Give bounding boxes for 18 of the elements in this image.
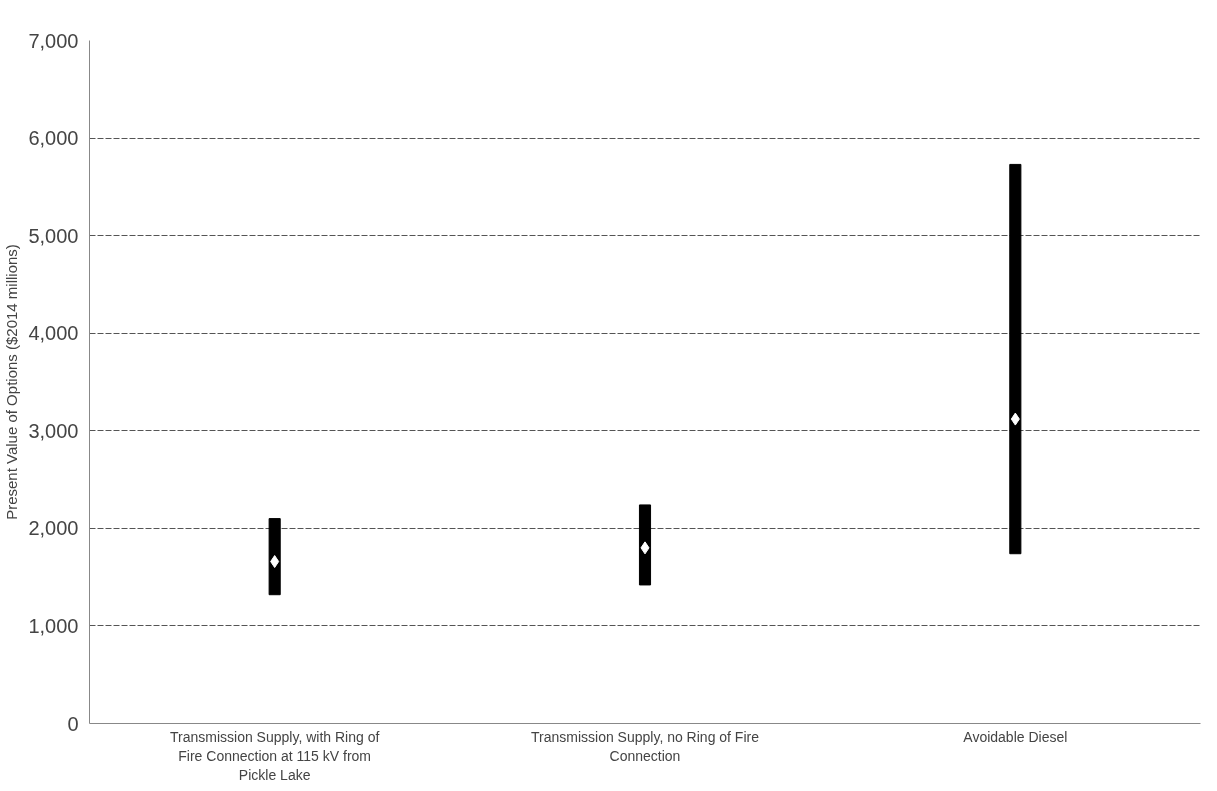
point [640,541,650,555]
y-axis-title: Present Value of Options ($2014 millions) [3,244,21,520]
y-tick-label: 6,000 [28,127,79,150]
x-tick-label: Transmission Supply, no Ring of Fire Connection [531,728,760,764]
point [1010,412,1020,426]
y-tick-label: 7,000 [28,29,79,52]
y-tick-label: 0 [67,712,79,735]
bar [638,504,652,586]
x-tick-label: Transmission Supply, with Ring of Fire Connection at 115 kV from Pickle Lake [170,728,380,783]
bar [268,518,281,596]
bar [1009,163,1022,555]
y-tick-label: 5,000 [28,224,79,247]
x-tick-label: Avoidable Diesel [963,728,1068,745]
point [270,555,280,569]
y-tick-label: 4,000 [28,322,79,345]
y-tick-label: 2,000 [28,517,79,540]
y-tick-label: 3,000 [28,419,79,442]
y-tick-label: 1,000 [28,614,79,637]
